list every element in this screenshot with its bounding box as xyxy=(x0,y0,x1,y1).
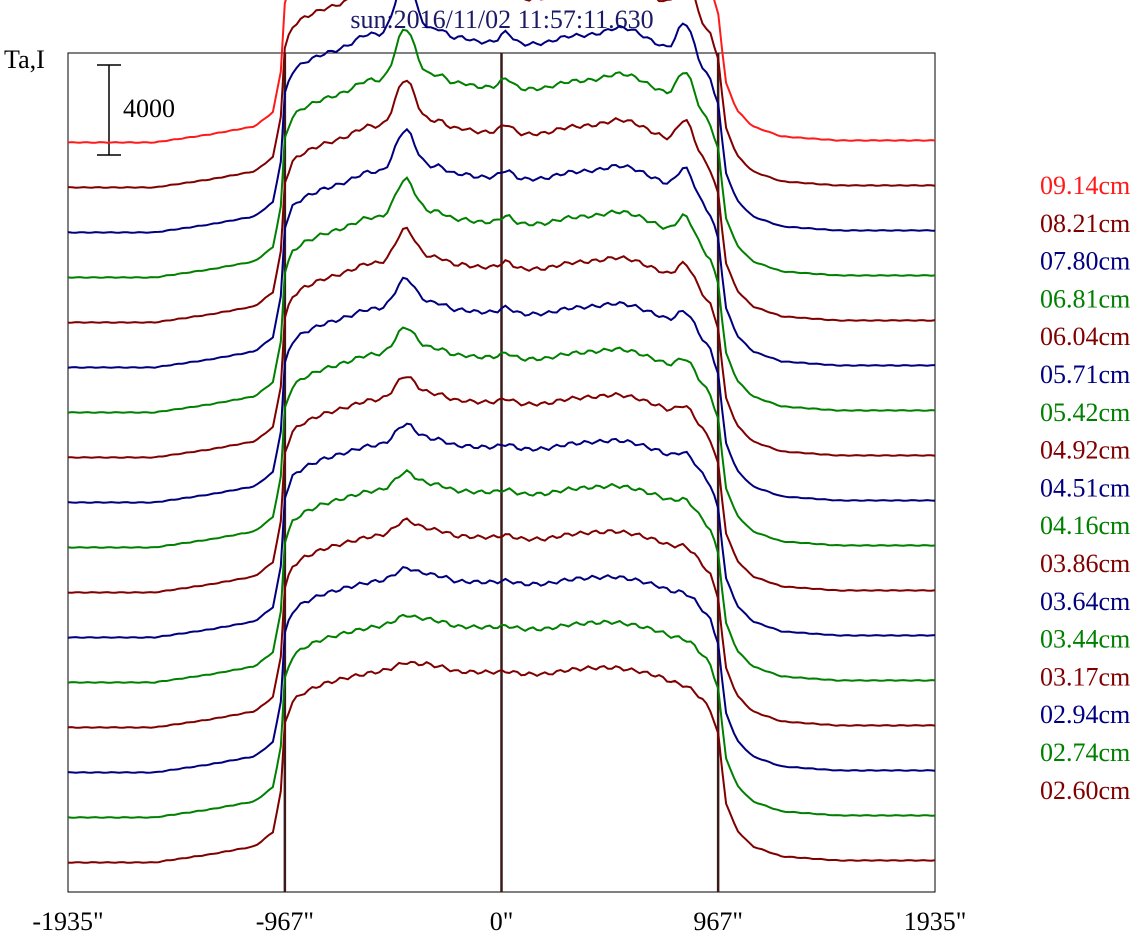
series-line-02.74cm xyxy=(67,613,936,819)
series-layer xyxy=(67,0,936,864)
x-tick-labels: -1935" -967" 0" 967" 1935" xyxy=(32,907,966,936)
x-tick-label: -967" xyxy=(256,907,314,936)
legend-entry: 04.16cm xyxy=(1040,511,1130,540)
x-tick-label: 967" xyxy=(693,907,743,936)
series-line-03.44cm xyxy=(67,469,936,684)
legend-entry: 05.42cm xyxy=(1040,398,1130,427)
series-line-03.64cm xyxy=(67,422,936,639)
legend-entry: 07.80cm xyxy=(1040,247,1130,276)
legend-entry: 03.86cm xyxy=(1040,549,1130,578)
x-tick-label: -1935" xyxy=(32,907,103,936)
series-line-04.92cm xyxy=(68,226,936,459)
legend-entry: 08.21cm xyxy=(1040,209,1130,238)
legend-entry: 09.14cm xyxy=(1040,171,1130,200)
series-line-06.81cm xyxy=(67,28,936,279)
legend-entry: 03.44cm xyxy=(1040,625,1130,654)
legend-entry: 05.71cm xyxy=(1040,360,1130,389)
x-tick-label: 1935" xyxy=(904,907,967,936)
scale-bar: 4000 xyxy=(97,64,175,156)
legend-entry: 04.92cm xyxy=(1040,436,1130,465)
series-line-04.16cm xyxy=(67,326,936,549)
series-line-03.86cm xyxy=(67,376,936,594)
legend-entry: 06.04cm xyxy=(1040,322,1130,351)
series-line-06.04cm xyxy=(67,79,936,324)
y-axis-label: Ta,I xyxy=(4,45,45,74)
x-tick-label: 0" xyxy=(490,907,514,936)
legend-entry: 02.74cm xyxy=(1040,738,1130,767)
legend-entry: 03.17cm xyxy=(1040,662,1130,691)
chart-title: sun:2016/11/02 11:57:11.630 xyxy=(350,5,653,34)
series-line-05.42cm xyxy=(67,176,936,414)
series-line-02.60cm xyxy=(67,660,936,864)
series-line-08.21cm xyxy=(67,0,936,189)
legend-entry: 02.94cm xyxy=(1040,700,1130,729)
legend-entry: 03.64cm xyxy=(1040,587,1130,616)
legend-entry: 06.81cm xyxy=(1040,284,1130,313)
legend-entry: 02.60cm xyxy=(1040,776,1130,805)
series-line-02.94cm xyxy=(67,566,936,774)
legend-entry: 04.51cm xyxy=(1040,473,1130,502)
series-line-05.71cm xyxy=(67,127,936,369)
series-line-09.14cm xyxy=(67,0,936,144)
legend: 09.14cm 08.21cm 07.80cm 06.81cm 06.04cm 05.71… xyxy=(1040,171,1130,805)
scale-bar-label: 4000 xyxy=(123,94,175,123)
series-line-03.17cm xyxy=(67,517,936,729)
series-line-04.51cm xyxy=(67,276,936,504)
series-line-07.80cm xyxy=(67,0,936,234)
